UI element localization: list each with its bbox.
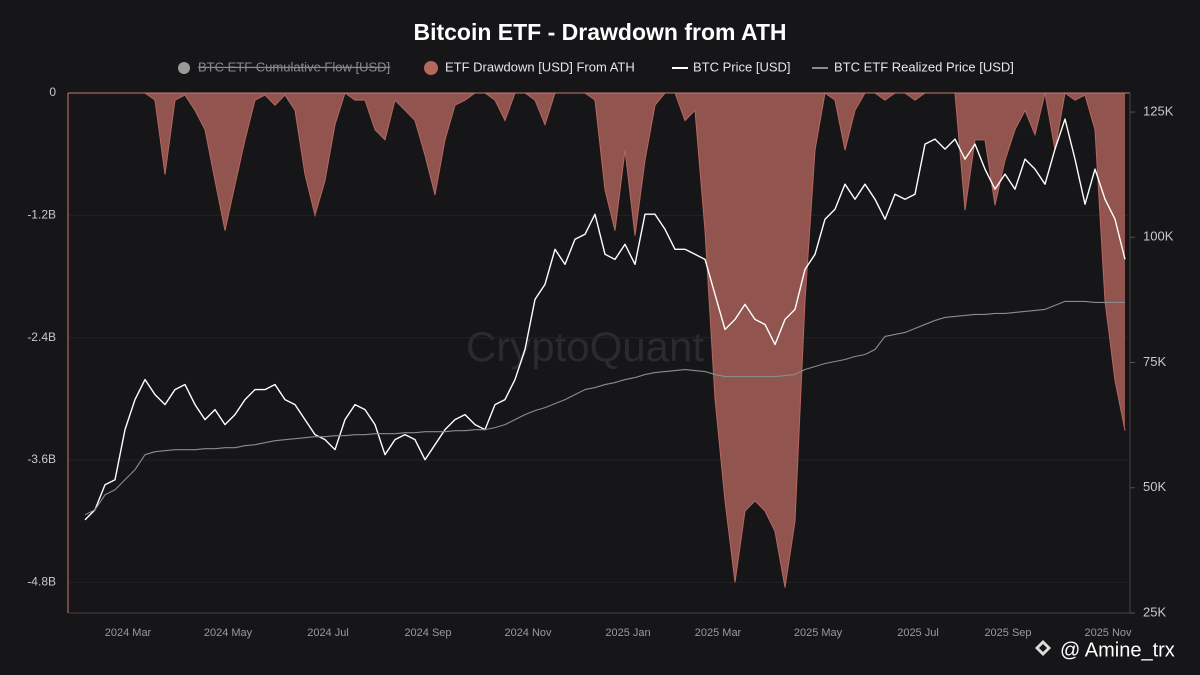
watermark: CryptoQuant <box>466 323 704 370</box>
legend-label: BTC Price [USD] <box>693 59 791 74</box>
x-tick-label: 2025 Sep <box>984 627 1031 639</box>
legend-item[interactable]: BTC ETF Realized Price [USD] <box>812 59 1014 74</box>
credit-logo <box>1035 640 1051 656</box>
legend-item[interactable]: BTC Price [USD] <box>672 59 791 74</box>
x-tick-label: 2025 Jul <box>897 627 939 639</box>
x-tick-label: 2025 May <box>794 627 843 639</box>
legend-label: ETF Drawdown [USD] From ATH <box>445 59 635 74</box>
y-tick-label: -4.8B <box>27 575 56 589</box>
legend-marker <box>178 62 190 74</box>
x-tick-label: 2025 Jan <box>605 627 650 639</box>
chart-title: Bitcoin ETF - Drawdown from ATH <box>413 19 786 45</box>
legend-label: BTC ETF Cumulative Flow [USD] <box>198 59 390 74</box>
y-tick-label: -2.4B <box>27 330 56 344</box>
y-tick-label: 0 <box>49 85 56 99</box>
legend-item[interactable]: ETF Drawdown [USD] From ATH <box>424 59 635 75</box>
y2-tick-label: 125K <box>1143 103 1174 118</box>
x-tick-label: 2024 May <box>204 627 253 639</box>
y2-tick-label: 25K <box>1143 604 1166 619</box>
legend-label: BTC ETF Realized Price [USD] <box>834 59 1014 74</box>
y2-tick-label: 50K <box>1143 479 1166 494</box>
legend-marker <box>424 61 438 75</box>
x-tick-label: 2024 Jul <box>307 627 349 639</box>
price-line <box>84 118 1126 521</box>
credit: @ Amine_trx <box>1060 639 1175 661</box>
y2-tick-label: 100K <box>1143 229 1174 244</box>
x-tick-label: 2025 Mar <box>695 627 742 639</box>
x-tick-label: 2024 Mar <box>105 627 152 639</box>
x-tick-label: 2025 Nov <box>1084 627 1132 639</box>
legend-item[interactable]: BTC ETF Cumulative Flow [USD] <box>178 59 390 74</box>
y-tick-label: -3.6B <box>27 452 56 466</box>
y-tick-label: -1.2B <box>27 208 56 222</box>
y2-tick-label: 75K <box>1143 354 1166 369</box>
x-tick-label: 2024 Sep <box>404 627 451 639</box>
x-tick-label: 2024 Nov <box>504 627 552 639</box>
price-line <box>84 300 1125 516</box>
